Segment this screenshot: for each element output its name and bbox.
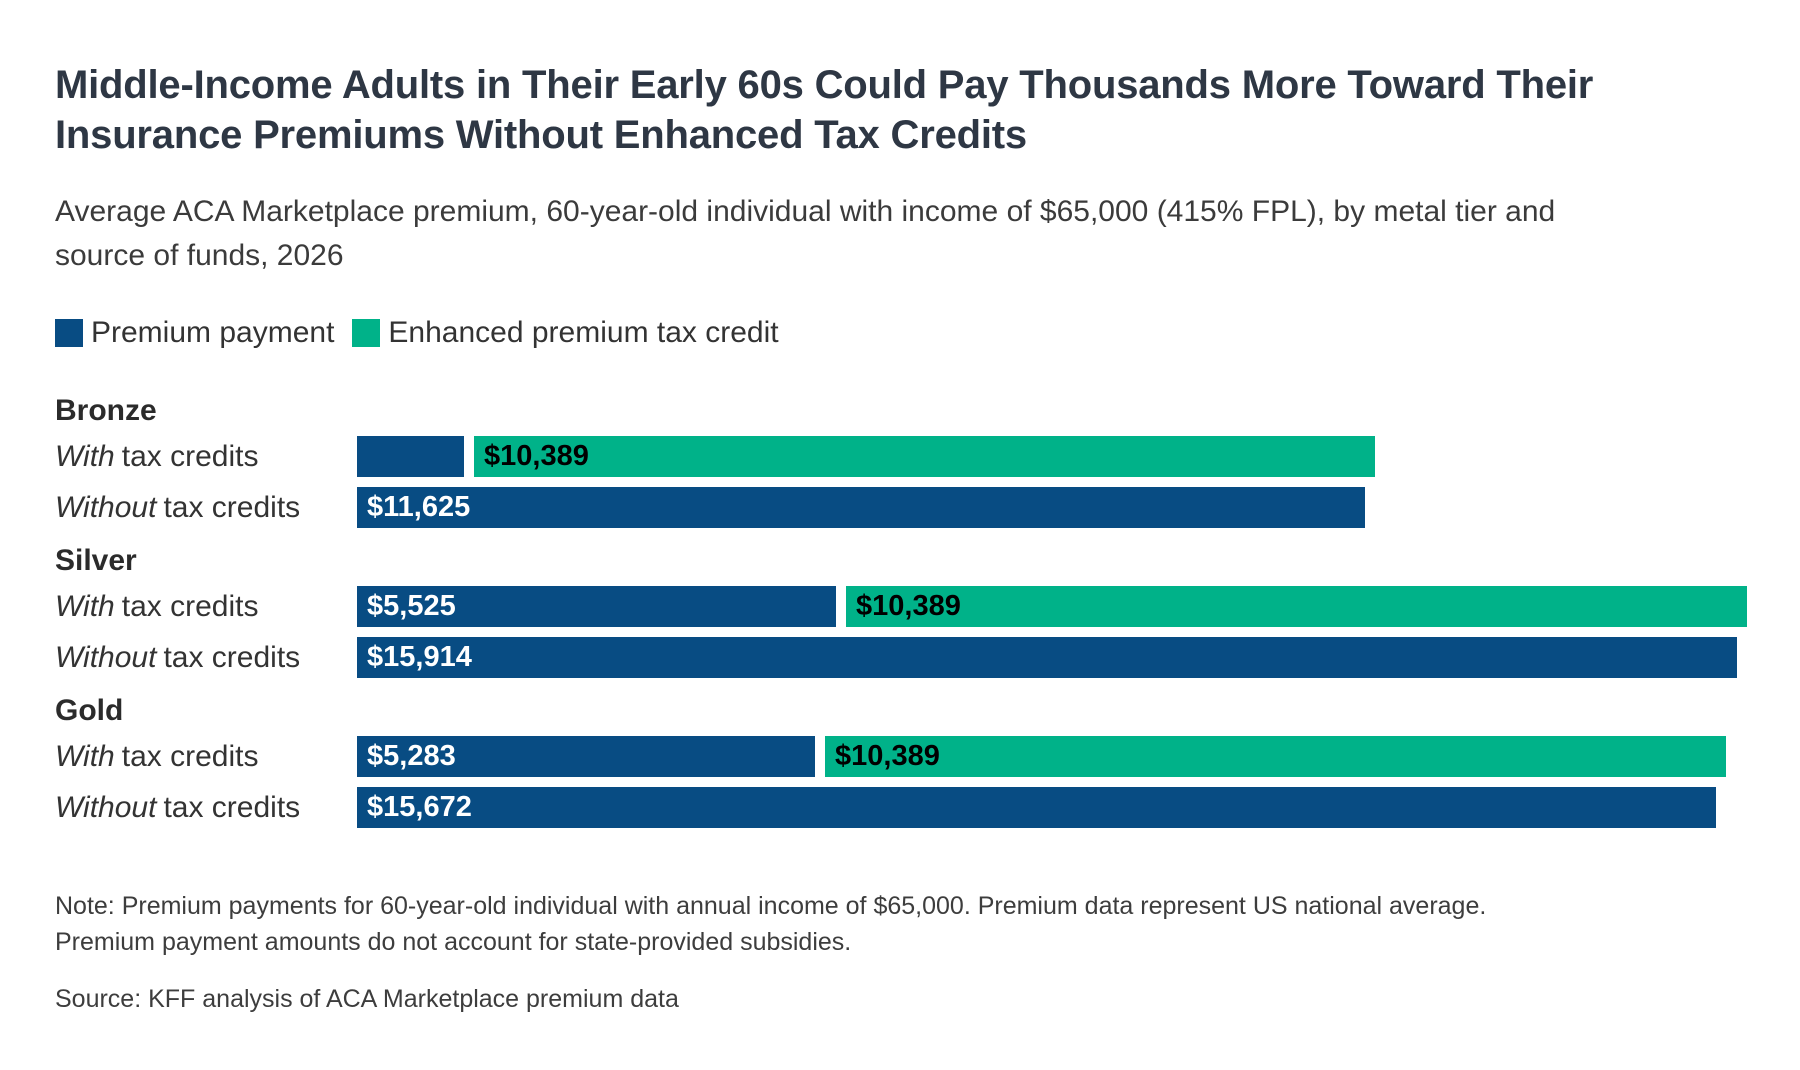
metal-tier-label: Silver [55,544,137,577]
premium-payment-bar [357,436,464,477]
metal-tier-group-bronze: Bronze With tax credits $10,389 Without tax c… [55,394,1747,528]
bar-segments: $15,914 [357,637,1737,678]
chart-legend: Premium payment Enhanced premium tax cre… [55,316,1747,350]
bar-segments: $5,283 $10,389 [357,736,1726,777]
premium-payment-bar: $5,283 [357,736,815,777]
bar-row: Without tax credits $15,672 [55,787,1747,828]
row-label: With tax credits [55,439,259,473]
chart-title-line2: Insurance Premiums Without Enhanced Tax … [55,113,1027,157]
bar-value-label: $5,283 [367,740,456,772]
bar-row: With tax credits $10,389 [55,436,1747,477]
bar-value-label: $15,914 [367,641,472,673]
bar-segments: $5,525 $10,389 [357,586,1747,627]
premium-payment-bar: $11,625 [357,487,1365,528]
row-label: Without tax credits [55,490,301,524]
bar-value-label: $10,389 [484,440,589,472]
premium-payment-swatch-icon [55,319,83,347]
bar-value-label: $11,625 [367,491,471,523]
note-line1: Note: Premium payments for 60-year-old i… [55,892,1487,920]
chart-subtitle-line1: Average ACA Marketplace premium, 60-year… [55,195,1556,228]
bar-value-label: $15,672 [367,791,472,823]
bar-row: Without tax credits $15,914 [55,637,1747,678]
bar-row: With tax credits $5,283 $10,389 [55,736,1747,777]
note-line2: Premium payment amounts do not account f… [55,928,852,956]
row-label: With tax credits [55,589,259,623]
bar-segments: $10,389 [357,436,1375,477]
premium-payment-bar: $15,672 [357,787,1716,828]
tax-credit-bar: $10,389 [474,436,1375,477]
chart-title: Middle-Income Adults in Their Early 60s … [55,60,1747,160]
enhanced-tax-credit-swatch-icon [352,319,381,347]
bar-row: Without tax credits $11,625 [55,487,1747,528]
legend-label: Premium payment [91,316,335,349]
chart-subtitle: Average ACA Marketplace premium, 60-year… [55,190,1747,278]
tax-credit-bar: $10,389 [846,586,1747,627]
chart-subtitle-line2: source of funds, 2026 [55,239,344,272]
premium-payment-bar: $5,525 [357,586,836,627]
legend-item-premium-payment: Premium payment [55,316,334,350]
tax-credit-bar: $10,389 [825,736,1726,777]
bar-value-label: $5,525 [367,590,456,622]
chart-source: Source: KFF analysis of ACA Marketplace … [55,985,679,1013]
bar-row: With tax credits $5,525 $10,389 [55,586,1747,627]
premium-payment-bar: $15,914 [357,637,1737,678]
stacked-bar-chart: Bronze With tax credits $10,389 Without tax c… [55,394,1747,828]
chart-card: Middle-Income Adults in Their Early 60s … [55,0,1747,1014]
bar-value-label: $10,389 [856,590,961,622]
row-label: With tax credits [55,739,259,773]
legend-item-enhanced-tax-credit: Enhanced premium tax credit [352,316,779,350]
chart-title-line1: Middle-Income Adults in Their Early 60s … [55,63,1594,107]
metal-tier-label: Bronze [55,394,157,427]
bar-segments: $15,672 [357,787,1716,828]
legend-label: Enhanced premium tax credit [388,316,779,349]
row-label: Without tax credits [55,790,301,824]
metal-tier-group-silver: Silver With tax credits $5,525 $10,389 Withou… [55,544,1747,678]
bar-segments: $11,625 [357,487,1365,528]
metal-tier-label: Gold [55,694,124,727]
row-label: Without tax credits [55,640,301,674]
chart-note: Note: Premium payments for 60-year-old i… [55,888,1747,960]
metal-tier-group-gold: Gold With tax credits $5,283 $10,389 Without t… [55,694,1747,828]
bar-value-label: $10,389 [835,740,940,772]
